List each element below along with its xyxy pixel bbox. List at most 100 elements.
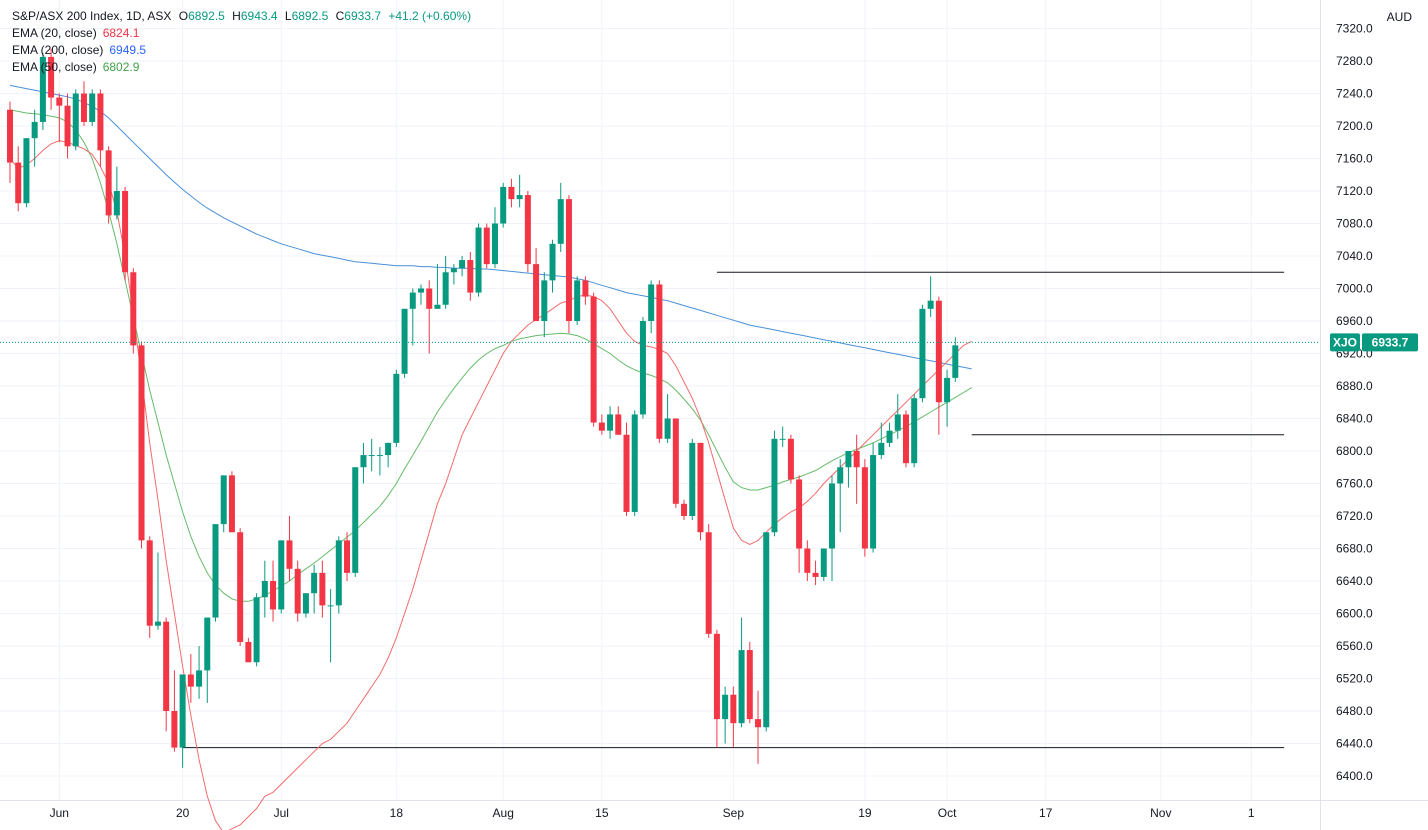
ema20-value: 6824.1 <box>102 26 140 40</box>
candle-body <box>590 296 597 423</box>
candle-body <box>409 292 416 309</box>
candle-body <box>829 483 835 549</box>
price-tick-label: 7160.0 <box>1336 152 1373 166</box>
candle-body <box>500 186 507 224</box>
price-tick-label: 6480.0 <box>1336 704 1373 718</box>
ema20-line <box>9 140 972 830</box>
candle-body <box>56 97 63 106</box>
candle-body <box>681 503 688 516</box>
ema20-legend-row[interactable]: EMA (20, close) 6824.1 <box>12 25 471 42</box>
open-value: 6892.5 <box>188 9 225 23</box>
time-tick-label: 20 <box>176 806 190 820</box>
symbol-tag-text: XJO <box>1333 335 1357 349</box>
price-axis[interactable]: 6400.0 6440.0 6480.0 6520.0 6560.0 6600.0 6640… <box>1336 22 1373 784</box>
close-value: 6933.7 <box>344 9 381 23</box>
candle-body <box>746 650 753 720</box>
close-label: C <box>335 9 345 23</box>
ema50-line <box>9 109 972 602</box>
time-axis[interactable]: Jun 20 Jul 18 Aug 15 Sep 19 Oct 17 Nov 1 <box>50 806 1255 820</box>
candle-body <box>204 617 211 671</box>
ema200-legend-row[interactable]: EMA (200, close) 6949.5 <box>12 42 471 59</box>
candle-body <box>187 674 194 687</box>
candle-body <box>80 93 87 122</box>
ema50-legend-row[interactable]: EMA (50, close) 6802.9 <box>12 59 471 76</box>
candle-body <box>763 532 770 728</box>
price-tag-bg <box>1362 333 1418 352</box>
candle-body <box>228 475 235 533</box>
candle-body <box>122 191 129 273</box>
candle-body <box>393 373 400 443</box>
price-tick-label: 6680.0 <box>1336 542 1373 556</box>
candle-body <box>105 150 112 216</box>
ema50-label: EMA (50, close) <box>12 60 97 74</box>
candle-body <box>549 243 556 281</box>
candle-body <box>894 414 901 431</box>
price-tag: XJO 6933.7 <box>1330 333 1418 352</box>
candle-body <box>582 280 589 297</box>
candle-body <box>508 186 515 200</box>
price-tick-label: 7320.0 <box>1336 22 1373 36</box>
candle-body <box>475 227 482 293</box>
candle-body <box>327 605 334 607</box>
candle-body <box>870 455 877 549</box>
candle-body <box>113 191 120 216</box>
high-value: 6943.4 <box>240 9 278 23</box>
symbol-legend-row[interactable]: S&P/ASX 200 Index, 1D, ASX O6892.5 H6943… <box>12 8 471 25</box>
candle-body <box>623 434 630 512</box>
low-value: 6892.5 <box>291 9 329 23</box>
time-tick-label: Oct <box>938 806 957 820</box>
high-label: H <box>232 9 241 23</box>
time-tick-label: 15 <box>595 806 609 820</box>
price-tick-label: 6880.0 <box>1336 379 1373 393</box>
candle-body <box>812 572 819 577</box>
time-tick-label: 18 <box>390 806 404 820</box>
candle-body <box>72 93 79 147</box>
price-tick-label: 6760.0 <box>1336 477 1373 491</box>
chart-legend: S&P/ASX 200 Index, 1D, ASX O6892.5 H6943… <box>12 8 471 76</box>
price-tick-label: 7120.0 <box>1336 184 1373 198</box>
candle-body <box>952 345 959 378</box>
candle-body <box>771 438 778 533</box>
candle-body <box>344 540 351 573</box>
ema200-line <box>9 84 972 370</box>
candle-body <box>171 711 178 748</box>
price-tick-label: 7280.0 <box>1336 54 1373 68</box>
candle-body <box>426 288 433 309</box>
candle-body <box>23 138 30 204</box>
candle-body <box>294 568 301 614</box>
candle-body <box>730 694 737 724</box>
symbol-tag-bg <box>1330 333 1360 352</box>
price-tick-label: 7080.0 <box>1336 217 1373 231</box>
candle-body <box>7 109 13 163</box>
candle-body <box>944 377 951 403</box>
price-tick-label: 6400.0 <box>1336 769 1373 783</box>
price-axis-unit: AUD <box>1386 10 1412 24</box>
candle-body <box>516 195 523 200</box>
candle-body <box>557 199 564 244</box>
candle-body <box>533 264 540 321</box>
candle-body <box>146 540 153 626</box>
candle-body <box>385 442 392 456</box>
candle-body <box>574 280 581 321</box>
candle-body <box>911 398 918 464</box>
candle-body <box>311 572 318 594</box>
time-tick-label: Aug <box>493 806 514 820</box>
price-tick-label: 6600.0 <box>1336 607 1373 621</box>
price-tag-value: 6933.7 <box>1372 335 1409 349</box>
candle-body <box>154 621 161 626</box>
candle-body <box>467 260 474 293</box>
candle-body <box>639 321 646 415</box>
candle-body <box>64 105 71 147</box>
candle-body <box>196 670 203 687</box>
candle-body <box>253 597 260 663</box>
symbol-title: S&P/ASX 200 Index, 1D, ASX <box>12 9 172 23</box>
candle-body <box>837 467 844 484</box>
candle-body <box>878 442 885 456</box>
candle-body <box>672 418 679 504</box>
price-tick-label: 6560.0 <box>1336 639 1373 653</box>
candle-body <box>442 272 449 305</box>
time-tick-label: Jun <box>50 806 69 820</box>
price-tick-label: 7200.0 <box>1336 119 1373 133</box>
candle-body <box>820 548 827 577</box>
